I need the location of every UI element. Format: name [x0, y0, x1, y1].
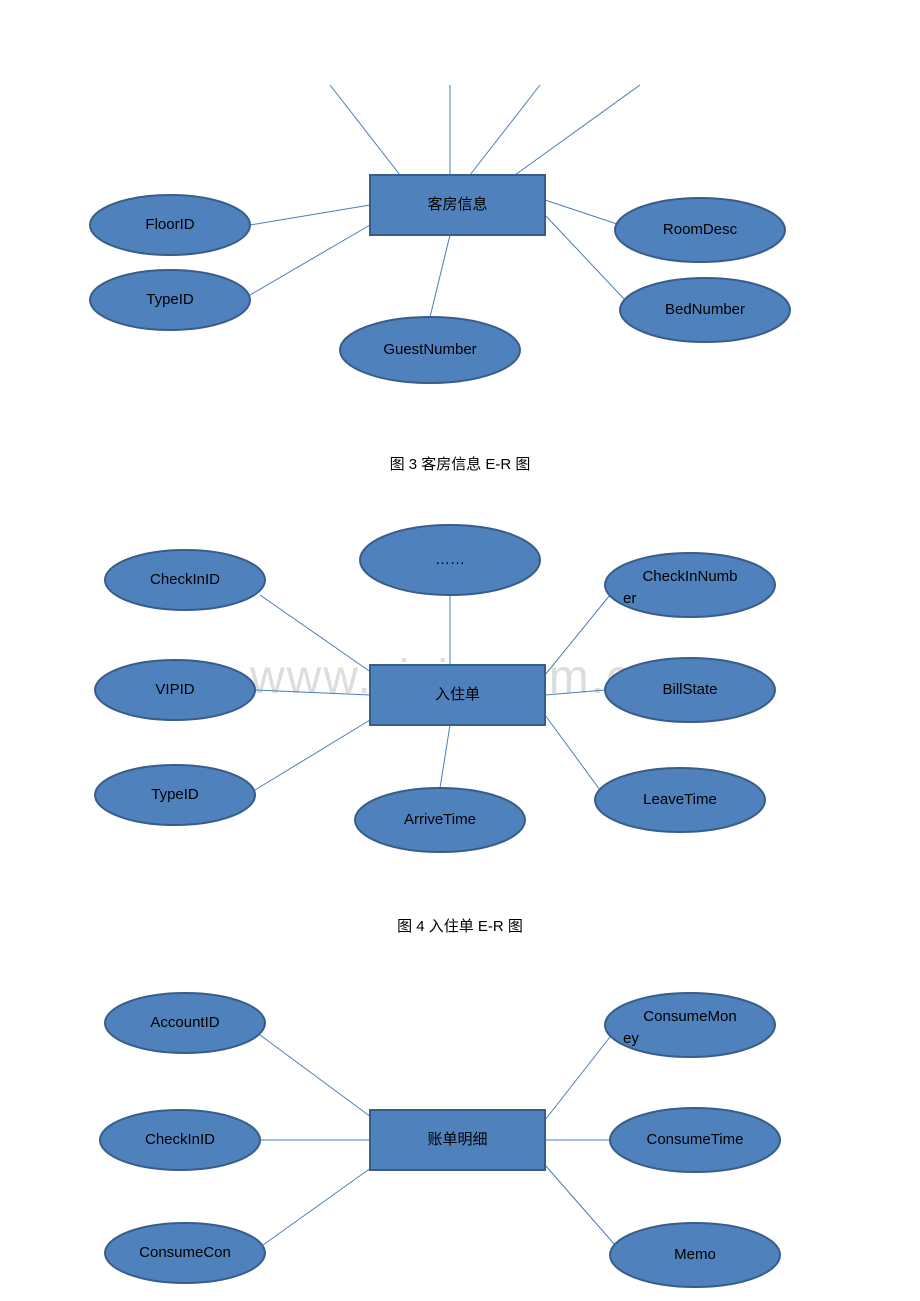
caption-d2: 图 4 入住单 E-R 图 — [0, 915, 920, 936]
er-diagram-bill-detail: 账单明细 AccountID CheckInID ConsumeCon ConsumeM… — [0, 955, 920, 1301]
svg-text:BedNumber: BedNumber — [665, 301, 745, 318]
svg-text:LeaveTime: LeaveTime — [643, 791, 717, 808]
svg-text:BillState: BillState — [662, 681, 717, 698]
svg-text:GuestNumber: GuestNumber — [383, 341, 476, 358]
svg-text:CheckInNumb: CheckInNumb — [642, 568, 737, 585]
er-diagram-room-info: 客房信息 FloorID TypeID GuestNumber RoomDesc BedN… — [0, 0, 920, 440]
svg-text:Memo: Memo — [674, 1246, 716, 1263]
svg-text:er: er — [623, 590, 636, 607]
svg-text:FloorID: FloorID — [145, 216, 194, 233]
svg-text:账单明细: 账单明细 — [427, 1131, 487, 1148]
svg-text:ArriveTime: ArriveTime — [404, 811, 476, 828]
svg-text:ConsumeCon: ConsumeCon — [139, 1244, 231, 1261]
svg-text:RoomDesc: RoomDesc — [663, 221, 738, 238]
svg-text:ConsumeTime: ConsumeTime — [647, 1131, 744, 1148]
svg-text:ey: ey — [623, 1030, 639, 1047]
svg-text:ConsumeMon: ConsumeMon — [643, 1008, 736, 1025]
svg-text:VIPID: VIPID — [155, 681, 194, 698]
svg-text:客房信息: 客房信息 — [427, 196, 487, 213]
svg-text:TypeID: TypeID — [146, 291, 194, 308]
er-diagram-checkin: 入住单 …… CheckInID VIPID TypeID ArriveTime Check… — [0, 490, 920, 900]
svg-text:CheckInID: CheckInID — [145, 1131, 215, 1148]
page: 客房信息 FloorID TypeID GuestNumber RoomDesc BedN… — [0, 0, 920, 1301]
svg-text:TypeID: TypeID — [151, 786, 199, 803]
caption-d1: 图 3 客房信息 E-R 图 — [0, 453, 920, 474]
svg-text:CheckInID: CheckInID — [150, 571, 220, 588]
svg-text:入住单: 入住单 — [435, 686, 480, 703]
svg-text:AccountID: AccountID — [150, 1014, 219, 1031]
svg-text:……: …… — [435, 551, 465, 568]
